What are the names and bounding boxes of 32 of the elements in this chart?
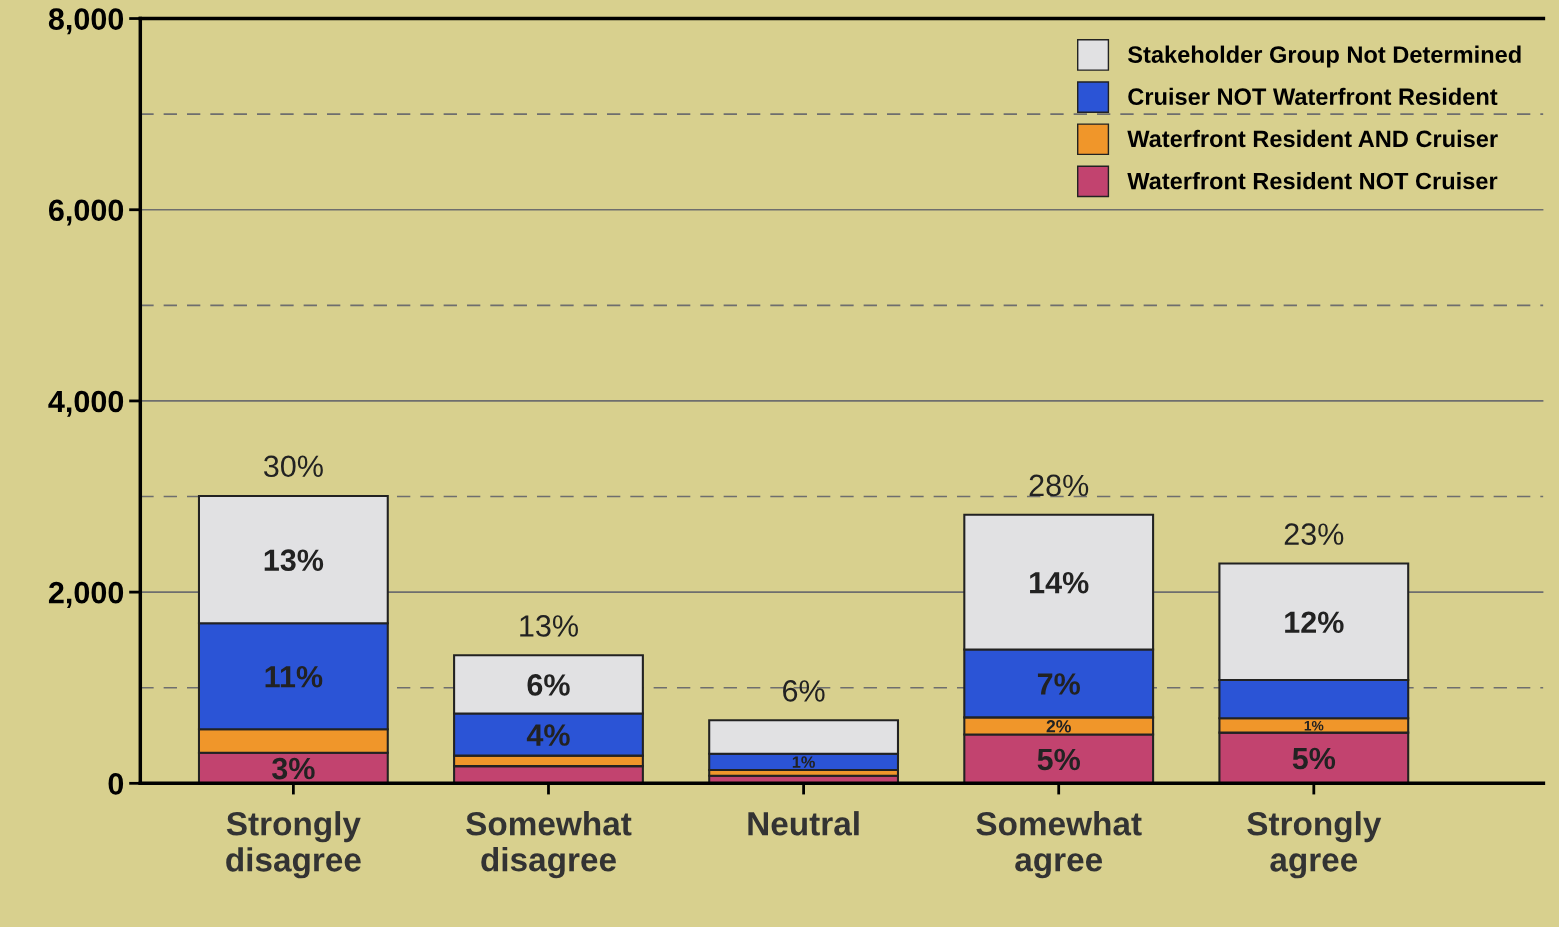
- annotation: 23%: [1284, 523, 1344, 545]
- annotation: 6%: [783, 680, 825, 702]
- annotation: 1%: [792, 756, 815, 768]
- y-tick-label: 4,000: [48, 390, 124, 417]
- x-tick-label: Somewhat disagree: [466, 811, 632, 879]
- annotation: 11%: [265, 666, 323, 688]
- legend-label: Cruiser NOT Waterfront Resident: [1128, 87, 1498, 106]
- annotation: 30%: [263, 455, 323, 478]
- annotation: 3%: [272, 757, 315, 780]
- legend-label: Waterfront Resident AND Cruiser: [1127, 129, 1498, 148]
- annotation: 12%: [1285, 611, 1344, 634]
- annotation: 2%: [1046, 720, 1071, 733]
- annotation: 13%: [264, 549, 324, 572]
- annotation: 4%: [526, 724, 570, 746]
- annotation: 28%: [1029, 474, 1089, 497]
- x-tick-label: Neutral: [748, 811, 859, 836]
- x-tick-label: Somewhat agree: [976, 811, 1142, 879]
- y-tick-label: 0: [108, 773, 124, 795]
- annotation: 5%: [1292, 747, 1336, 770]
- annotation: 7%: [1037, 673, 1080, 695]
- annotation: 1%: [1304, 720, 1324, 731]
- x-tick-label: Strongly agree: [1247, 811, 1382, 879]
- annotation: 5%: [1037, 748, 1080, 771]
- annotation: 6%: [527, 674, 570, 696]
- annotation: 14%: [1030, 571, 1089, 594]
- legend-label: Waterfront Resident NOT Cruiser: [1127, 172, 1498, 190]
- y-tick-label: 2,000: [48, 581, 124, 608]
- x-tick-label: Strongly disagree: [226, 811, 361, 879]
- y-tick-label: 8,000: [48, 8, 124, 35]
- annotation: 13%: [520, 615, 578, 637]
- y-tick-label: 6,000: [49, 199, 124, 226]
- legend-label: Stakeholder Group Not Determined: [1127, 45, 1521, 68]
